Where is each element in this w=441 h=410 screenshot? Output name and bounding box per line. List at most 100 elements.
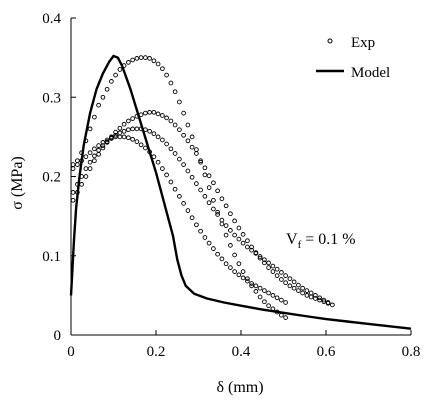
exp-point — [92, 114, 97, 120]
exp-point — [283, 280, 288, 286]
exp-point — [126, 135, 131, 141]
exp-point — [206, 173, 212, 179]
exp-point — [223, 203, 229, 209]
exp-point — [117, 134, 123, 140]
exp-point — [189, 144, 195, 150]
exp-point — [177, 127, 182, 133]
exp-point — [83, 174, 89, 179]
exp-point — [172, 122, 178, 128]
exp-point — [257, 254, 263, 259]
exp-point — [181, 110, 186, 116]
exp-point — [185, 122, 191, 128]
exp-point — [130, 116, 135, 121]
exp-point — [189, 134, 195, 140]
exp-point — [219, 196, 225, 202]
x-tick-label: 0 — [67, 344, 75, 360]
exp-point — [92, 153, 97, 159]
exp-point — [283, 273, 288, 278]
exp-point — [134, 139, 140, 144]
exp-point — [245, 278, 250, 284]
exp-point — [121, 121, 127, 127]
exp-point — [121, 134, 127, 140]
exp-point — [240, 232, 246, 237]
tick-labels: 0 0.2 0.4 0.6 0.8 0 0.1 0.2 0.3 0.4 — [42, 11, 420, 360]
exp-point — [168, 146, 174, 152]
exp-point — [181, 162, 186, 167]
exp-point — [283, 315, 288, 320]
exp-point — [223, 232, 229, 238]
exp-point — [198, 158, 203, 164]
y-tick-label: 0.1 — [42, 249, 61, 265]
exp-point — [70, 166, 76, 171]
exp-point — [296, 282, 301, 288]
exp-point — [321, 297, 327, 303]
exp-point — [211, 246, 216, 251]
exp-point — [313, 296, 318, 301]
exp-point — [287, 276, 293, 282]
exp-point — [151, 58, 157, 64]
exp-point — [151, 109, 157, 115]
exp-point — [321, 299, 327, 305]
exp-point — [228, 243, 233, 248]
exp-point — [232, 218, 237, 224]
exp-point — [147, 128, 152, 134]
exp-point — [262, 257, 267, 263]
exp-point — [155, 61, 161, 67]
exp-point — [130, 126, 135, 132]
exp-point — [317, 295, 322, 301]
exp-point — [291, 279, 297, 285]
exp-point — [70, 197, 76, 203]
exp-point — [92, 158, 97, 164]
exp-point — [172, 186, 178, 192]
y-axis-label: σ (MPa) — [9, 156, 26, 210]
exp-point — [236, 261, 242, 267]
exp-point — [104, 86, 110, 92]
exp-point — [304, 293, 310, 298]
exp-point — [100, 140, 106, 145]
exp-point — [117, 67, 123, 72]
exp-point — [155, 111, 161, 117]
exp-point — [206, 185, 212, 190]
x-tick-label: 0.6 — [317, 344, 336, 360]
legend-exp-label: Exp — [351, 35, 375, 51]
exp-point — [215, 188, 220, 194]
exp-point — [215, 251, 220, 257]
exp-point — [262, 299, 267, 305]
exp-point — [143, 55, 148, 60]
exp-point — [287, 283, 293, 289]
exp-point — [262, 288, 267, 293]
exp-point — [143, 110, 148, 116]
exp-point — [317, 297, 322, 303]
exp-point — [215, 212, 220, 217]
exp-point — [219, 256, 225, 262]
exp-point — [172, 151, 178, 156]
y-tick-label: 0.4 — [42, 11, 61, 27]
exp-point — [257, 285, 263, 291]
exp-point — [126, 127, 131, 133]
exp-point — [228, 228, 233, 233]
exp-point — [177, 99, 182, 105]
exp-point — [232, 269, 237, 274]
exp-point — [147, 109, 152, 115]
exp-point — [194, 147, 199, 152]
vf-annotation: Vf = 0.1 % — [286, 231, 356, 251]
exp-point — [87, 159, 93, 165]
exp-point — [109, 136, 114, 141]
exp-point — [189, 215, 195, 221]
exp-point — [223, 261, 229, 267]
exp-point — [104, 139, 110, 144]
legend: Exp Model — [316, 35, 390, 81]
exp-point — [70, 162, 76, 167]
exp-point — [130, 136, 135, 142]
vf-annotation-prefix: V — [286, 231, 298, 248]
model-line — [69, 54, 412, 330]
exp-point — [194, 181, 199, 186]
exp-point — [185, 138, 191, 144]
exp-point — [266, 265, 271, 270]
exp-point — [308, 290, 314, 296]
exp-point — [313, 293, 318, 298]
exp-point — [113, 132, 118, 138]
exp-point — [189, 174, 195, 180]
exp-point — [143, 145, 148, 151]
